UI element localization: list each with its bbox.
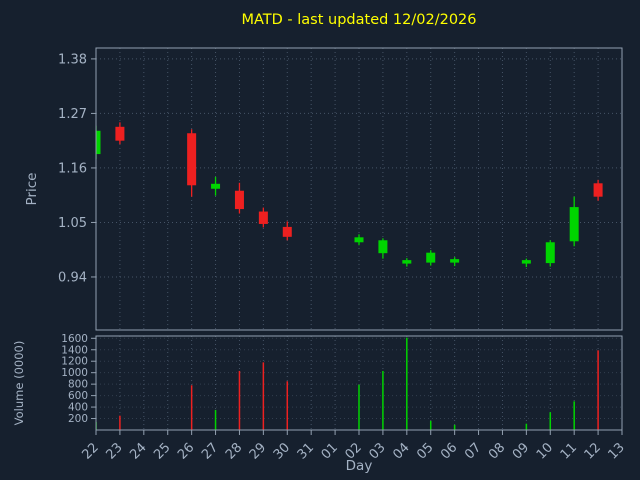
day-axis-label: Day — [345, 458, 373, 474]
price-tick-label: 1.38 — [58, 52, 87, 67]
volume-tick-label: 800 — [68, 379, 88, 391]
day-tick-label: 04 — [390, 440, 412, 462]
day-tick-label: 11 — [558, 440, 580, 462]
candle-body — [545, 242, 555, 264]
day-tick-label: 23 — [103, 440, 125, 462]
tick-labels-group: 0.94 1.05 1.16 1.27 1.38 20040060080010001200… — [58, 52, 628, 462]
day-tick-label: 27 — [199, 440, 221, 462]
day-tick-label: 10 — [534, 440, 556, 462]
candle-body — [378, 240, 388, 254]
volume-tick-label: 1600 — [61, 333, 88, 345]
candle-body — [282, 226, 292, 237]
day-tick-label: 06 — [438, 440, 460, 462]
day-tick-label: 29 — [247, 440, 269, 462]
candle-body — [593, 183, 603, 197]
volume-tick-label: 200 — [68, 413, 88, 425]
candle-body — [211, 183, 221, 189]
day-tick-label: 01 — [319, 440, 341, 462]
day-tick-label: 05 — [414, 440, 436, 462]
price-tick-label: 0.94 — [58, 270, 87, 285]
day-tick-label: 25 — [151, 440, 173, 462]
candle-body — [402, 260, 412, 264]
day-tick-label: 12 — [582, 440, 604, 462]
day-tick-label: 07 — [462, 440, 484, 462]
day-tick-label: 31 — [295, 440, 317, 462]
day-tick-label: 24 — [127, 440, 149, 462]
day-tick-label: 26 — [175, 440, 197, 462]
candles-group — [96, 122, 603, 268]
candle-body — [115, 126, 125, 141]
volume-tick-label: 400 — [68, 402, 88, 414]
day-tick-label: 13 — [606, 440, 628, 462]
candle-body — [96, 130, 101, 155]
chart-title: MATD - last updated 12/02/2026 — [241, 12, 477, 28]
price-tick-label: 1.16 — [58, 161, 87, 176]
volume-tick-label: 1200 — [61, 356, 88, 368]
day-tick-label: 08 — [486, 440, 508, 462]
candle-body — [354, 237, 364, 243]
candle-body — [426, 252, 436, 263]
volume-tick-label: 1000 — [61, 367, 88, 379]
candle-body — [521, 260, 531, 264]
candle-body — [234, 190, 244, 210]
day-tick-label: 22 — [80, 440, 102, 462]
volume-tick-label: 1400 — [61, 344, 88, 356]
candle-body — [258, 211, 268, 224]
volume-tick-label: 600 — [68, 390, 88, 402]
price-tick-label: 1.05 — [58, 216, 87, 231]
price-tick-label: 1.27 — [58, 107, 87, 122]
candle-body — [187, 133, 197, 186]
day-tick-label: 03 — [366, 440, 388, 462]
day-tick-label: 02 — [343, 440, 365, 462]
day-tick-label: 28 — [223, 440, 245, 462]
volume-bars-group — [96, 337, 599, 430]
candle-body — [569, 207, 579, 242]
day-tick-label: 09 — [510, 440, 532, 462]
candle-body — [450, 259, 460, 263]
price-panel-border — [95, 47, 623, 331]
day-tick-label: 30 — [271, 440, 293, 462]
